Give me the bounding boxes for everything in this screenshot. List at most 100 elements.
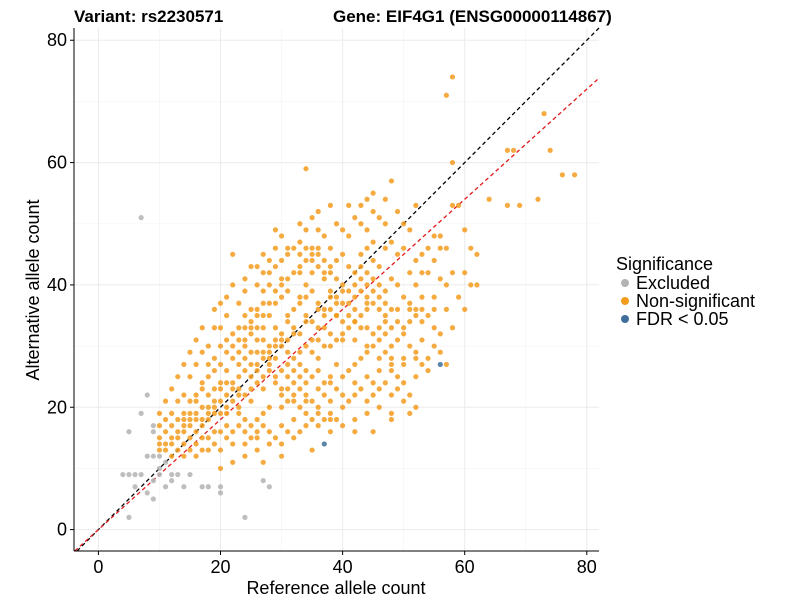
non-significant-point [248,398,254,404]
non-significant-point [254,429,260,435]
excluded-point [126,471,132,478]
non-significant-point [333,300,340,306]
non-significant-point [455,202,462,208]
non-significant-point [358,221,364,227]
non-significant-point [352,380,358,386]
non-significant-point [364,343,370,349]
non-significant-point [346,398,352,404]
y-tick-label: 20 [47,397,67,417]
non-significant-point [224,410,230,416]
non-significant-point [285,374,291,380]
non-significant-point [394,374,401,380]
non-significant-point [419,337,425,343]
excluded-point [156,465,163,472]
non-significant-point [327,374,333,380]
non-significant-point [401,361,407,368]
non-significant-point [370,276,376,282]
non-significant-point [236,386,242,392]
non-significant-point [443,282,449,288]
non-significant-point [327,288,333,294]
non-significant-point [547,147,553,153]
non-significant-point [352,337,358,343]
legend-key-0 [621,279,629,287]
non-significant-point [376,294,382,300]
non-significant-point [254,435,260,441]
non-significant-point [364,325,370,331]
non-significant-point [321,312,327,319]
non-significant-point [230,441,236,447]
non-significant-point [321,380,327,386]
non-significant-point [175,398,181,404]
non-significant-point [278,392,285,398]
non-significant-point [388,416,395,423]
non-significant-point [242,337,248,343]
non-significant-point [199,325,205,331]
non-significant-point [254,325,260,331]
non-significant-point [199,416,205,423]
non-significant-point [431,257,437,264]
non-significant-point [187,423,193,429]
non-significant-point [266,349,272,355]
non-significant-point [413,355,419,361]
non-significant-point [468,282,474,288]
non-significant-point [266,429,272,435]
non-significant-point [321,416,327,423]
non-significant-point [303,282,309,288]
non-significant-point [242,343,248,349]
non-significant-point [388,410,395,416]
non-significant-point [248,306,254,312]
excluded-point [181,484,187,490]
non-significant-point [340,392,346,398]
non-significant-point [309,288,315,294]
non-significant-point [205,410,211,416]
excluded-point [144,453,150,459]
non-significant-point [376,355,382,361]
y-tick-label: 60 [47,153,67,173]
non-significant-point [193,392,199,398]
non-significant-point [394,282,401,288]
non-significant-point [358,263,364,270]
excluded-point [162,484,169,490]
non-significant-point [504,202,511,208]
non-significant-point [303,294,309,300]
legend: Significance ExcludedNon-significantFDR … [616,254,755,329]
non-significant-point [358,355,364,361]
non-significant-point [443,92,449,98]
non-significant-point [327,245,333,251]
non-significant-point [321,392,327,398]
non-significant-point [333,294,340,300]
non-significant-point [285,312,291,319]
non-significant-point [175,435,181,441]
non-significant-point [278,386,285,392]
non-significant-point [156,410,163,416]
non-significant-point [382,331,388,337]
non-significant-point [443,306,449,312]
non-significant-point [333,386,340,392]
non-significant-point [297,386,303,392]
non-significant-point [388,325,395,331]
non-significant-point [291,367,297,374]
non-significant-point [175,374,181,380]
non-significant-point [278,367,285,374]
excluded-point [150,453,156,459]
excluded-point [169,478,175,484]
non-significant-point [364,398,370,404]
non-significant-point [370,208,376,215]
excluded-point [138,215,144,221]
non-significant-point [266,270,272,276]
non-significant-point [278,337,285,343]
non-significant-point [211,306,218,312]
non-significant-point [370,300,376,306]
non-significant-point [327,416,333,423]
excluded-point [120,471,126,478]
excluded-point [132,484,138,490]
non-significant-point [272,337,279,343]
non-significant-point [272,288,279,294]
non-significant-point [401,245,407,251]
non-significant-point [340,288,346,294]
non-significant-point [162,441,169,447]
non-significant-point [327,270,333,276]
excluded-point [187,471,193,478]
non-significant-point [162,398,169,404]
